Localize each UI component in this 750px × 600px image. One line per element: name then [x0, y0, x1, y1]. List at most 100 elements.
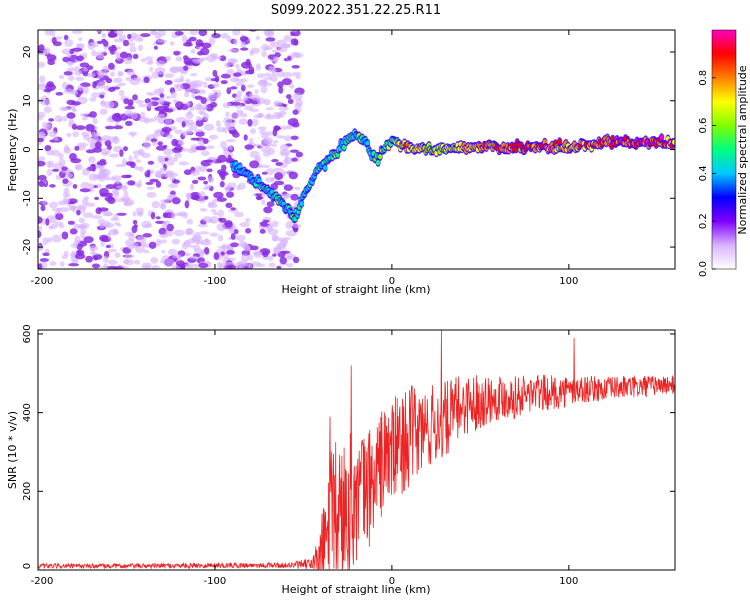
noise-speckle [143, 249, 150, 254]
noise-speckle [203, 81, 208, 88]
noise-speckle [113, 266, 124, 269]
noise-speckle [39, 75, 46, 83]
noise-speckle [108, 32, 118, 38]
noise-speckle [263, 46, 274, 50]
noise-speckle [264, 114, 275, 120]
noise-speckle [287, 118, 299, 126]
noise-speckle [261, 50, 267, 58]
noise-speckle [198, 191, 206, 198]
noise-speckle [166, 223, 174, 232]
ridge-core [378, 154, 383, 160]
noise-speckle [61, 231, 69, 240]
snr-y-tick-label: 600 [22, 324, 33, 343]
noise-speckle [123, 191, 129, 197]
noise-speckle [46, 215, 56, 219]
noise-speckle [220, 140, 227, 149]
noise-speckle [150, 212, 156, 220]
noise-speckle [54, 115, 63, 123]
noise-speckle [51, 149, 61, 157]
noise-speckle [165, 95, 171, 100]
noise-speckle [293, 186, 301, 191]
noise-speckle [117, 70, 123, 77]
noise-speckle [80, 181, 90, 189]
noise-speckle [101, 32, 107, 39]
noise-speckle [272, 253, 277, 257]
noise-speckle [135, 99, 144, 104]
noise-speckle [39, 258, 50, 262]
noise-speckle [161, 127, 172, 133]
noise-speckle [78, 37, 83, 42]
noise-speckle [157, 30, 167, 37]
noise-speckle [202, 103, 208, 111]
noise-speckle [191, 234, 203, 242]
noise-speckle [97, 207, 109, 212]
snr-x-tick-label: -200 [31, 576, 54, 587]
noise-speckle [272, 236, 280, 242]
noise-speckle [279, 125, 289, 130]
noise-speckle [250, 245, 259, 251]
noise-speckle [41, 98, 51, 106]
noise-speckle [52, 162, 64, 170]
noise-speckle [188, 36, 197, 42]
noise-speckle [241, 254, 249, 262]
noise-speckle [64, 144, 69, 153]
noise-speckle [161, 250, 166, 254]
noise-speckle [173, 229, 185, 237]
snr-y-label: SNR (10 * v/v) [6, 411, 19, 489]
spectrogram-y-tick-label: 0 [22, 146, 33, 152]
noise-speckle [279, 256, 288, 265]
noise-speckle [133, 224, 138, 228]
noise-speckle [185, 78, 191, 83]
ridge-core [322, 165, 328, 171]
noise-speckle [89, 252, 99, 256]
noise-speckle [239, 36, 249, 42]
noise-speckle [146, 61, 154, 65]
noise-speckle [276, 113, 281, 119]
noise-speckle [289, 83, 295, 89]
noise-speckle [238, 240, 247, 247]
noise-speckle [181, 35, 188, 43]
noise-speckle [243, 94, 249, 100]
noise-speckle [119, 51, 129, 59]
noise-speckle [66, 61, 74, 65]
noise-speckle [82, 68, 89, 72]
noise-speckle [197, 223, 208, 228]
noise-speckle [105, 244, 111, 249]
noise-speckle [276, 242, 287, 249]
ridge-core [365, 140, 370, 146]
noise-speckle [208, 134, 219, 140]
noise-speckle [81, 131, 90, 137]
noise-speckle [294, 102, 302, 110]
snr-x-label: Height of straight line (km) [281, 583, 430, 596]
noise-speckle [76, 243, 83, 250]
noise-speckle [70, 89, 79, 96]
noise-speckle [181, 121, 186, 128]
noise-speckle [264, 72, 272, 77]
noise-speckle [216, 223, 226, 231]
noise-speckle [136, 183, 141, 188]
noise-speckle [190, 137, 200, 141]
noise-speckle [189, 80, 198, 86]
noise-speckle [290, 149, 299, 153]
noise-speckle [244, 144, 254, 150]
noise-speckle [255, 63, 261, 71]
snr-x-tick-label: -100 [204, 576, 227, 587]
noise-speckle [62, 178, 69, 184]
noise-speckle [79, 113, 89, 117]
noise-speckle [221, 164, 227, 171]
noise-speckle [252, 118, 259, 127]
noise-speckle [135, 207, 144, 213]
noise-speckle [162, 148, 174, 156]
noise-speckle [52, 168, 60, 172]
noise-speckle [268, 262, 276, 268]
noise-speckle [53, 136, 59, 142]
noise-speckle [257, 126, 267, 131]
noise-speckle [204, 159, 214, 163]
noise-speckle [230, 207, 236, 211]
noise-speckle [146, 101, 153, 109]
spectrogram-y-tick-label: 10 [22, 94, 33, 107]
spectrogram-x-label: Height of straight line (km) [281, 283, 430, 296]
noise-speckle [115, 163, 127, 168]
noise-speckle [217, 234, 224, 242]
